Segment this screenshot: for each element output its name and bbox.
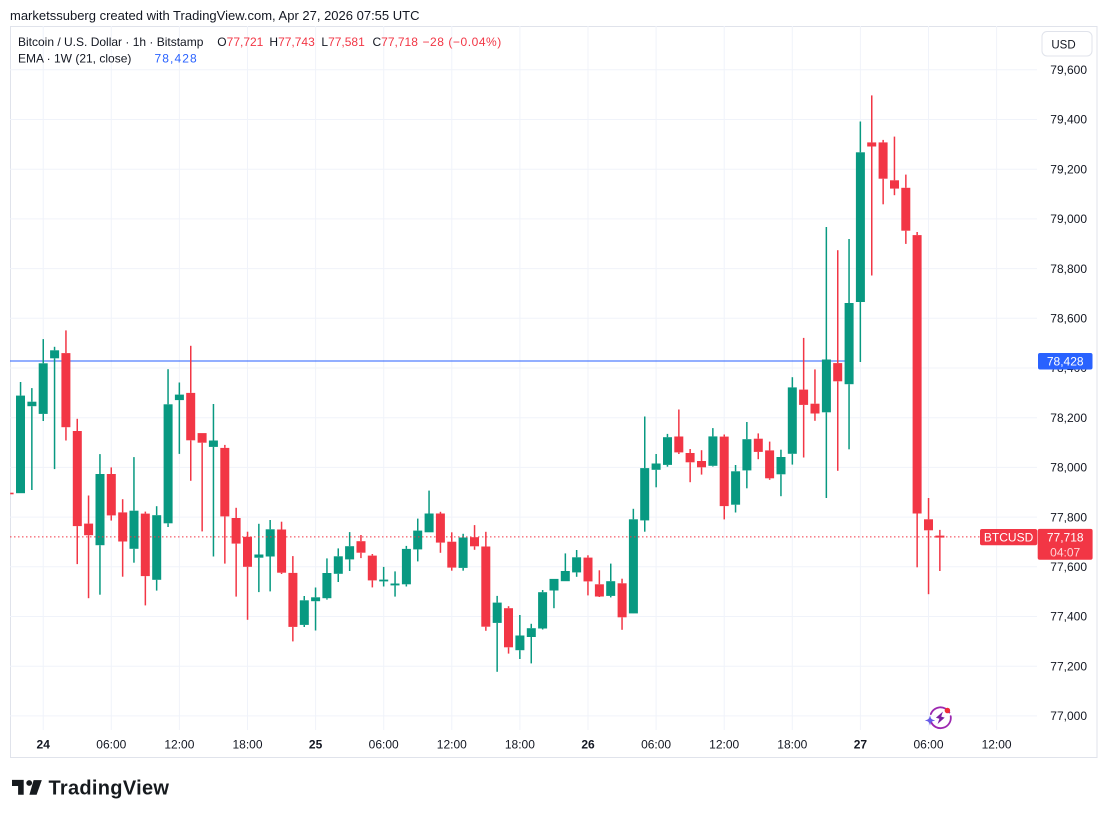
svg-text:27: 27 [854,738,868,752]
svg-text:18:00: 18:00 [777,738,807,752]
svg-text:06:00: 06:00 [913,738,943,752]
svg-text:O77,721: O77,721 [217,35,263,49]
svg-text:77,000: 77,000 [1050,709,1087,723]
svg-text:−28 (−0.04%): −28 (−0.04%) [423,35,502,49]
svg-text:77,400: 77,400 [1050,610,1087,624]
svg-text:78,200: 78,200 [1050,411,1087,425]
svg-text:78,428: 78,428 [1047,354,1084,368]
svg-text:06:00: 06:00 [369,738,399,752]
svg-text:H77,743: H77,743 [269,35,315,49]
svg-text:77,600: 77,600 [1050,560,1087,574]
svg-text:EMA · 1W (21, close): EMA · 1W (21, close) [18,52,131,66]
svg-text:12:00: 12:00 [709,738,739,752]
svg-text:USD: USD [1051,40,1075,52]
svg-text:79,400: 79,400 [1050,113,1087,127]
svg-text:79,000: 79,000 [1050,212,1087,226]
svg-text:24: 24 [37,738,51,752]
svg-text:25: 25 [309,738,323,752]
svg-text:12:00: 12:00 [437,738,467,752]
svg-text:18:00: 18:00 [505,738,535,752]
svg-text:78,428: 78,428 [155,52,198,66]
svg-text:C77,718: C77,718 [373,35,419,49]
svg-text:marketssuberg created with Tra: marketssuberg created with TradingView.c… [10,8,419,23]
svg-text:12:00: 12:00 [164,738,194,752]
svg-text:06:00: 06:00 [96,738,126,752]
svg-text:77,200: 77,200 [1050,659,1087,673]
svg-text:06:00: 06:00 [641,738,671,752]
svg-text:77,800: 77,800 [1050,510,1087,524]
svg-text:Bitcoin / U.S. Dollar · 1h · B: Bitcoin / U.S. Dollar · 1h · Bitstamp [18,35,204,49]
svg-text:79,200: 79,200 [1050,162,1087,176]
svg-text:BTCUSD: BTCUSD [984,530,1034,544]
svg-text:12:00: 12:00 [982,738,1012,752]
svg-text:78,000: 78,000 [1050,461,1087,475]
svg-text:L77,581: L77,581 [321,35,365,49]
svg-text:TradingView: TradingView [49,778,170,800]
svg-text:26: 26 [581,738,595,752]
svg-text:78,800: 78,800 [1050,262,1087,276]
svg-text:77,718: 77,718 [1047,530,1084,544]
svg-text:18:00: 18:00 [232,738,262,752]
svg-text:79,600: 79,600 [1050,63,1087,77]
svg-text:04:07: 04:07 [1050,545,1080,559]
svg-text:78,600: 78,600 [1050,312,1087,326]
